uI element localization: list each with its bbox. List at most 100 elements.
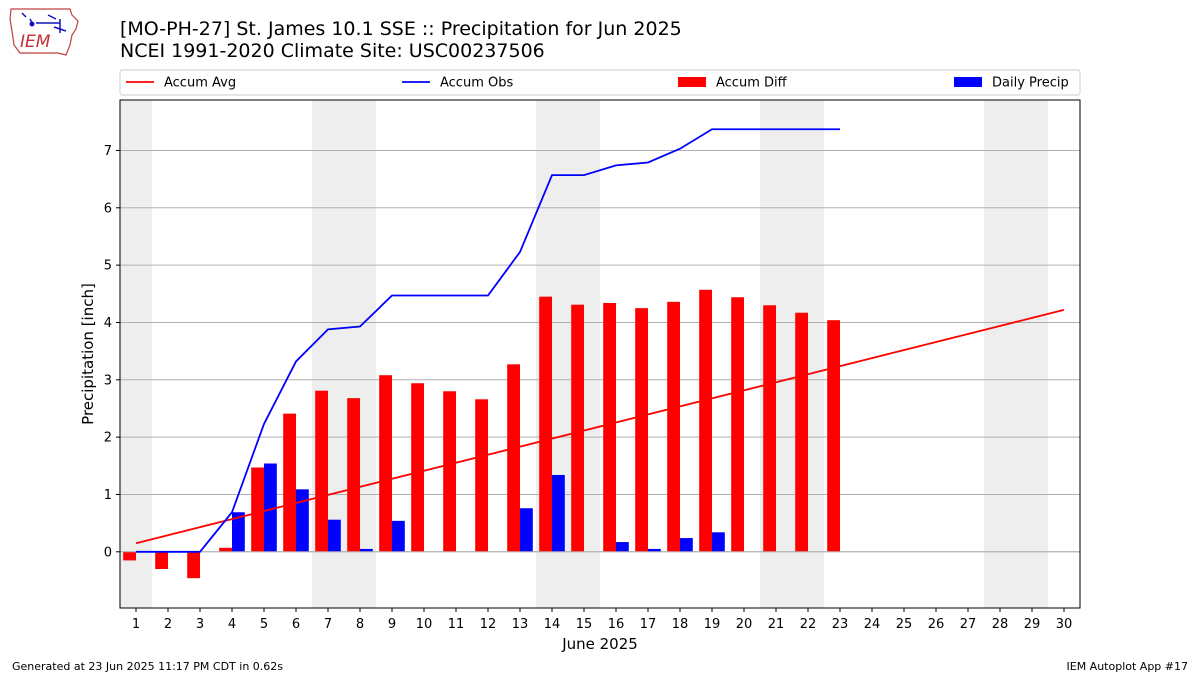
x-tick-label: 2 <box>164 617 172 632</box>
x-tick-label: 7 <box>324 617 332 632</box>
bars <box>123 289 840 579</box>
y-tick-label: 6 <box>104 201 112 216</box>
accum-diff-bar <box>507 364 520 552</box>
x-tick-label: 10 <box>416 617 433 632</box>
x-tick-label: 26 <box>928 617 945 632</box>
legend-daily-precip-swatch <box>954 77 982 87</box>
legend-daily-precip-label: Daily Precip <box>992 76 1069 91</box>
accum-diff-bar <box>411 383 424 552</box>
accum-diff-bar <box>443 391 456 552</box>
x-tick-label: 19 <box>704 617 721 632</box>
x-tick-label: 28 <box>992 617 1009 632</box>
daily-precip-bar <box>648 548 661 552</box>
accum-diff-bar <box>763 305 776 552</box>
y-tick-label: 0 <box>104 545 112 560</box>
accum-diff-bar <box>187 551 200 579</box>
logo-text: IEM <box>20 32 51 52</box>
x-tick-label: 1 <box>132 617 140 632</box>
x-tick-label: 8 <box>356 617 364 632</box>
daily-precip-bar <box>392 520 405 552</box>
legend-accum-diff-label: Accum Diff <box>716 76 788 91</box>
x-tick-label: 29 <box>1024 617 1041 632</box>
accum-diff-bar <box>635 308 648 552</box>
footer-generated: Generated at 23 Jun 2025 11:17 PM CDT in… <box>12 660 284 673</box>
weekend-shading <box>120 100 1048 608</box>
x-tick-label: 13 <box>512 617 529 632</box>
accum-diff-bar <box>795 312 808 552</box>
footer-app: IEM Autoplot App #17 <box>1066 660 1189 673</box>
y-tick-label: 1 <box>104 488 112 503</box>
daily-precip-bar <box>680 538 693 552</box>
lines <box>120 128 1080 553</box>
accum-diff-bar <box>315 390 328 552</box>
iem-logo: IEM <box>9 8 79 56</box>
x-tick-label: 21 <box>768 617 785 632</box>
x-tick-label: 11 <box>448 617 465 632</box>
x-tick-label: 30 <box>1056 617 1073 632</box>
legend-accum-diff-swatch <box>678 77 706 87</box>
chart-title: [MO-PH-27] St. James 10.1 SSE :: Precipi… <box>120 18 682 40</box>
y-tick-label: 4 <box>104 316 112 331</box>
accum-diff-bar <box>379 375 392 552</box>
x-tick-label: 12 <box>480 617 497 632</box>
x-tick-label: 24 <box>864 617 881 632</box>
weather-symbols-icon <box>21 12 67 33</box>
legend: Accum Avg Accum Obs Accum Diff Daily Precip <box>119 69 1081 96</box>
accum-diff-bar <box>283 413 296 552</box>
x-tick-label: 16 <box>608 617 625 632</box>
x-tick-label: 22 <box>800 617 817 632</box>
accum-diff-bar <box>539 296 552 552</box>
chart-subtitle: NCEI 1991-2020 Climate Site: USC00237506 <box>120 40 545 62</box>
daily-precip-bar <box>264 463 277 552</box>
daily-precip-bar <box>296 489 309 552</box>
accum-diff-bar <box>123 551 136 561</box>
daily-precip-bar <box>616 542 629 552</box>
accum-avg-line <box>135 308 1065 545</box>
legend-accum-obs-label: Accum Obs <box>440 76 513 91</box>
x-tick-label: 5 <box>260 617 268 632</box>
x-tick-label: 6 <box>292 617 300 632</box>
x-tick-label: 9 <box>388 617 396 632</box>
x-tick-label: 27 <box>960 617 977 632</box>
daily-precip-bar <box>712 532 725 552</box>
x-tick-label: 25 <box>896 617 913 632</box>
x-tick-label: 15 <box>576 617 593 632</box>
x-tick-label: 20 <box>736 617 753 632</box>
accum-diff-bar <box>155 551 168 570</box>
accum-diff-bar <box>827 320 840 552</box>
legend-accum-avg-label: Accum Avg <box>164 76 236 91</box>
x-tick-label: 23 <box>832 617 849 632</box>
x-tick-label: 18 <box>672 617 689 632</box>
accum-diff-bar <box>347 398 360 552</box>
iowa-outline-icon <box>9 8 79 56</box>
accum-diff-bar <box>603 302 616 552</box>
y-axis-label: Precipitation [inch] <box>79 283 97 425</box>
accum-diff-bar <box>251 467 264 552</box>
y-tick-label: 7 <box>104 144 112 159</box>
y-tick-label: 2 <box>104 431 112 446</box>
x-tick-label: 3 <box>196 617 204 632</box>
weekend-band <box>120 100 152 608</box>
x-tick-label: 17 <box>640 617 657 632</box>
x-tick-label: 14 <box>544 617 561 632</box>
x-axis-label: June 2025 <box>561 635 638 653</box>
x-tick-label: 4 <box>228 617 236 632</box>
weekend-band <box>984 100 1048 608</box>
y-tick-label: 3 <box>104 373 112 388</box>
accum-diff-bar <box>219 547 232 552</box>
daily-precip-bar <box>328 519 341 552</box>
accum-diff-bar <box>667 301 680 552</box>
accum-diff-bar <box>475 399 488 552</box>
accum-diff-bar <box>571 304 584 552</box>
station-dot-icon <box>29 21 35 27</box>
daily-precip-bar <box>552 474 565 552</box>
accum-diff-bar <box>731 297 744 552</box>
daily-precip-bar <box>520 508 533 552</box>
accum-diff-bar <box>699 289 712 552</box>
accum-obs-line <box>136 128 840 553</box>
daily-precip-bar <box>360 548 373 552</box>
plot-frame <box>119 99 1081 609</box>
y-tick-label: 5 <box>104 259 112 274</box>
